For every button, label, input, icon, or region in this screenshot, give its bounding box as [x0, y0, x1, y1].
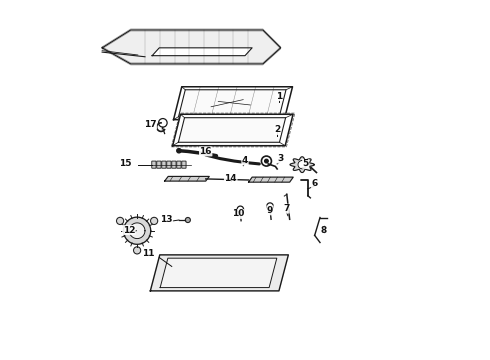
Polygon shape [290, 157, 314, 172]
Polygon shape [152, 48, 252, 56]
Polygon shape [129, 223, 145, 239]
FancyBboxPatch shape [182, 161, 186, 168]
Text: 4: 4 [242, 156, 248, 165]
Text: 14: 14 [224, 174, 237, 183]
Polygon shape [178, 90, 286, 117]
Circle shape [177, 149, 181, 153]
Polygon shape [172, 114, 293, 146]
FancyBboxPatch shape [172, 161, 176, 168]
Circle shape [265, 159, 268, 163]
Circle shape [185, 217, 190, 222]
Text: 8: 8 [320, 225, 327, 234]
Text: 16: 16 [199, 147, 212, 156]
Polygon shape [160, 258, 277, 288]
Text: 9: 9 [267, 206, 273, 215]
FancyBboxPatch shape [167, 161, 171, 168]
Text: 13: 13 [160, 215, 172, 224]
Circle shape [150, 217, 158, 225]
Text: 2: 2 [274, 126, 280, 135]
Polygon shape [178, 118, 286, 142]
Circle shape [117, 217, 123, 225]
Text: 15: 15 [119, 159, 132, 168]
Circle shape [159, 118, 167, 127]
Text: 1: 1 [276, 91, 282, 100]
Polygon shape [102, 30, 281, 64]
FancyBboxPatch shape [152, 161, 156, 168]
Circle shape [262, 156, 271, 166]
Text: 17: 17 [144, 120, 157, 129]
Circle shape [134, 247, 141, 254]
Polygon shape [150, 255, 289, 291]
Text: 7: 7 [283, 204, 289, 213]
Text: 5: 5 [303, 159, 309, 168]
Polygon shape [123, 217, 151, 244]
Text: 12: 12 [122, 225, 135, 234]
Circle shape [267, 203, 273, 209]
FancyBboxPatch shape [177, 161, 181, 168]
Circle shape [237, 206, 244, 212]
Text: 10: 10 [232, 210, 244, 219]
Text: 11: 11 [142, 249, 155, 258]
Circle shape [298, 161, 306, 169]
Text: 6: 6 [312, 179, 318, 188]
FancyBboxPatch shape [157, 161, 161, 168]
Polygon shape [173, 87, 293, 120]
Polygon shape [248, 177, 293, 182]
FancyBboxPatch shape [162, 161, 166, 168]
Text: 3: 3 [278, 154, 284, 163]
Polygon shape [165, 176, 209, 181]
